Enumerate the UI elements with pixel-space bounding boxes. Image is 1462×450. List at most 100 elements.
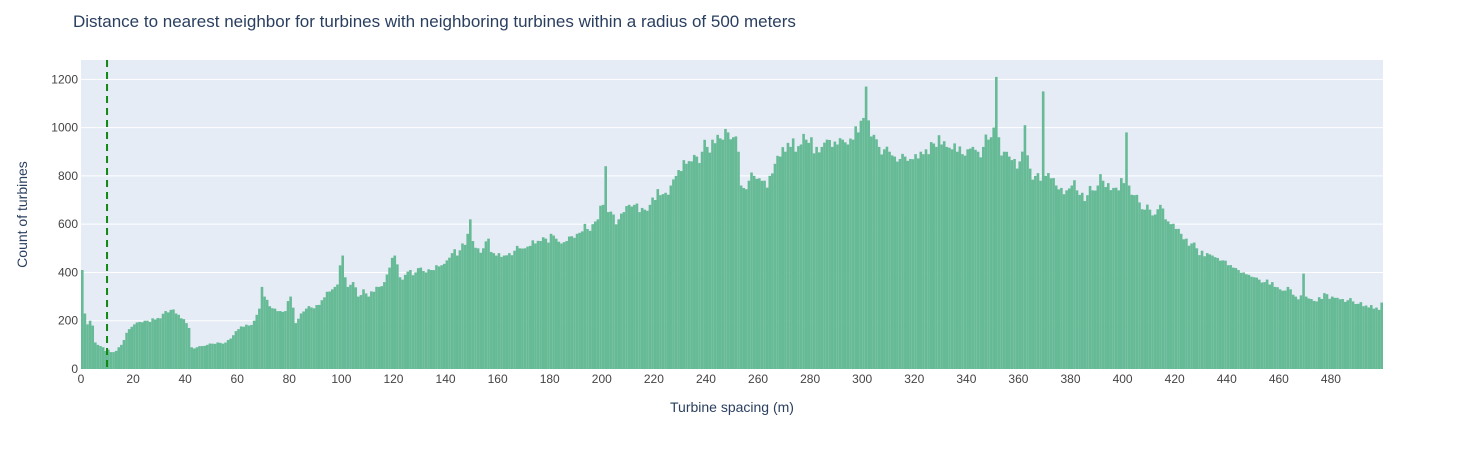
histogram-bar [885, 146, 889, 369]
histogram-bar [659, 195, 662, 369]
histogram-bar [575, 233, 579, 369]
histogram-bar [393, 255, 397, 369]
histogram-bar [791, 138, 795, 369]
histogram-bar [1146, 204, 1149, 369]
histogram-bar [799, 144, 803, 369]
histogram-bar [432, 270, 436, 369]
histogram-bar [203, 345, 206, 369]
histogram-bar [758, 178, 761, 369]
histogram-bar [258, 308, 261, 369]
histogram-bar [580, 231, 584, 369]
histogram-bar [1049, 178, 1053, 369]
histogram-bar [219, 342, 222, 369]
histogram-bar [856, 132, 860, 369]
histogram-bar [172, 309, 175, 369]
histogram-bar [357, 296, 360, 369]
histogram-bar [328, 291, 331, 369]
histogram-bar [640, 207, 644, 369]
histogram-bar [651, 197, 654, 369]
histogram-bar [1234, 268, 1238, 369]
histogram-bar [1143, 209, 1147, 369]
histogram-bar [284, 311, 287, 369]
histogram-bar [711, 139, 714, 369]
histogram-bar [247, 325, 251, 369]
histogram-bar [966, 149, 969, 369]
histogram-bar [617, 219, 621, 369]
y-tick-label: 0 [71, 362, 78, 376]
histogram-bar [1185, 238, 1188, 369]
histogram-bar [317, 304, 321, 369]
histogram-bar [297, 318, 300, 369]
histogram-bar [276, 311, 279, 369]
histogram-bar [1065, 190, 1068, 369]
histogram-bar [1008, 156, 1011, 369]
histogram-bar [177, 314, 180, 369]
histogram-bar [698, 163, 701, 369]
histogram-bar [1328, 298, 1331, 369]
histogram-bar [1031, 179, 1035, 369]
histogram-bar [1239, 272, 1243, 369]
histogram-bar [1125, 132, 1128, 369]
histogram-bar [232, 335, 235, 369]
histogram-bar [273, 308, 277, 369]
histogram-bar [476, 248, 480, 369]
histogram-bar [953, 143, 956, 369]
x-tick-label: 180 [540, 372, 560, 386]
histogram-bar [1297, 299, 1300, 369]
histogram-bar [1252, 277, 1256, 369]
histogram-bar [390, 257, 394, 369]
histogram-bar [1041, 91, 1045, 369]
histogram-bar [198, 346, 201, 369]
histogram-bar [747, 180, 751, 369]
histogram-bar [726, 132, 730, 369]
histogram-bar [901, 153, 904, 369]
histogram-bar [291, 307, 295, 369]
histogram-bar [1346, 300, 1350, 369]
histogram-bar [1310, 298, 1313, 369]
x-tick-label: 460 [1269, 372, 1289, 386]
histogram-bar [955, 151, 959, 369]
histogram-bar [1052, 178, 1055, 369]
histogram-bar [396, 264, 399, 369]
histogram-bar [323, 297, 326, 369]
histogram-bar [265, 299, 269, 369]
histogram-bar [1018, 161, 1022, 369]
histogram-bar [588, 230, 592, 369]
histogram-bar [169, 309, 173, 369]
histogram-bar [213, 343, 217, 369]
histogram-bar [1062, 194, 1066, 369]
histogram-bar [377, 286, 381, 369]
histogram-bar [268, 306, 272, 369]
histogram-bar [557, 241, 561, 369]
histogram-bar [255, 314, 259, 369]
histogram-bar [771, 173, 774, 369]
x-tick-label: 260 [748, 372, 768, 386]
histogram-bar [685, 163, 688, 369]
histogram-bar [669, 185, 673, 369]
histogram-bar [271, 308, 274, 369]
histogram-bar [1213, 257, 1217, 369]
histogram-bar [760, 180, 764, 369]
histogram-bar [784, 151, 787, 369]
histogram-bar [549, 233, 553, 369]
histogram-bar [1138, 202, 1141, 369]
histogram-bar [1172, 223, 1175, 369]
histogram-bar [117, 347, 121, 369]
histogram-bar [341, 255, 344, 369]
histogram-bar [83, 313, 87, 369]
histogram-bar [755, 178, 759, 369]
histogram-bar [896, 161, 899, 369]
histogram-bar [344, 277, 347, 369]
histogram-bar [1260, 282, 1264, 369]
histogram-bar [768, 175, 772, 370]
x-tick-label: 320 [904, 372, 924, 386]
histogram-bar [1002, 151, 1006, 369]
histogram-bar [192, 348, 196, 369]
histogram-bar [435, 265, 438, 369]
histogram-bar [802, 133, 805, 369]
histogram-bar [909, 158, 912, 369]
histogram-bar [1122, 183, 1126, 369]
histogram-bar [1070, 185, 1074, 369]
histogram-bar [211, 343, 214, 369]
